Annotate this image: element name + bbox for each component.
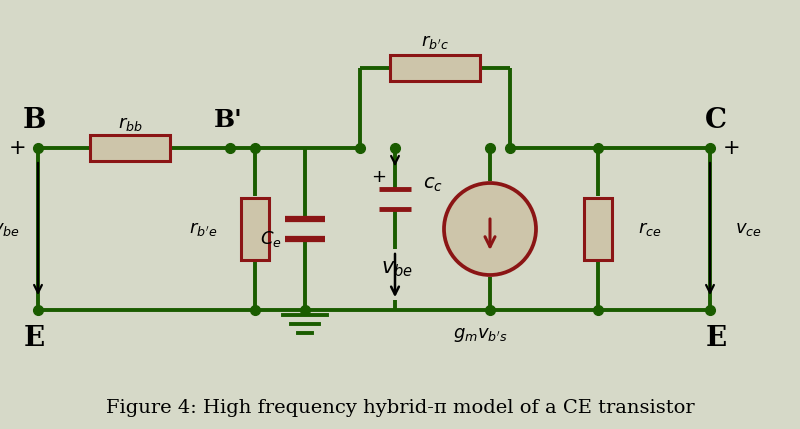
Text: E: E xyxy=(706,324,726,351)
Bar xyxy=(241,198,269,260)
Text: $v_{be}$: $v_{be}$ xyxy=(381,259,413,279)
Bar xyxy=(390,55,480,81)
Text: Figure 4: High frequency hybrid-π model of a CE transistor: Figure 4: High frequency hybrid-π model … xyxy=(106,399,694,417)
Text: $c_c$: $c_c$ xyxy=(423,175,443,193)
Text: +: + xyxy=(9,138,27,158)
Text: +: + xyxy=(371,168,386,186)
Text: $r_{ce}$: $r_{ce}$ xyxy=(638,220,662,238)
Text: $r_{b'c}$: $r_{b'c}$ xyxy=(421,33,449,51)
Bar xyxy=(584,198,612,260)
Text: +: + xyxy=(723,138,741,158)
Text: $g_m v_{b's}$: $g_m v_{b's}$ xyxy=(453,326,507,344)
Text: $r_{bb}$: $r_{bb}$ xyxy=(118,115,142,133)
Bar xyxy=(90,135,170,161)
Text: $C_e$: $C_e$ xyxy=(260,229,282,249)
Text: $v_{be}$: $v_{be}$ xyxy=(0,220,20,238)
Text: B': B' xyxy=(214,108,242,132)
Text: $r_{b'e}$: $r_{b'e}$ xyxy=(189,220,217,238)
Text: C: C xyxy=(705,106,727,133)
Text: B: B xyxy=(22,106,46,133)
Circle shape xyxy=(444,183,536,275)
Text: $v_{ce}$: $v_{ce}$ xyxy=(734,220,762,238)
Text: E: E xyxy=(23,324,45,351)
